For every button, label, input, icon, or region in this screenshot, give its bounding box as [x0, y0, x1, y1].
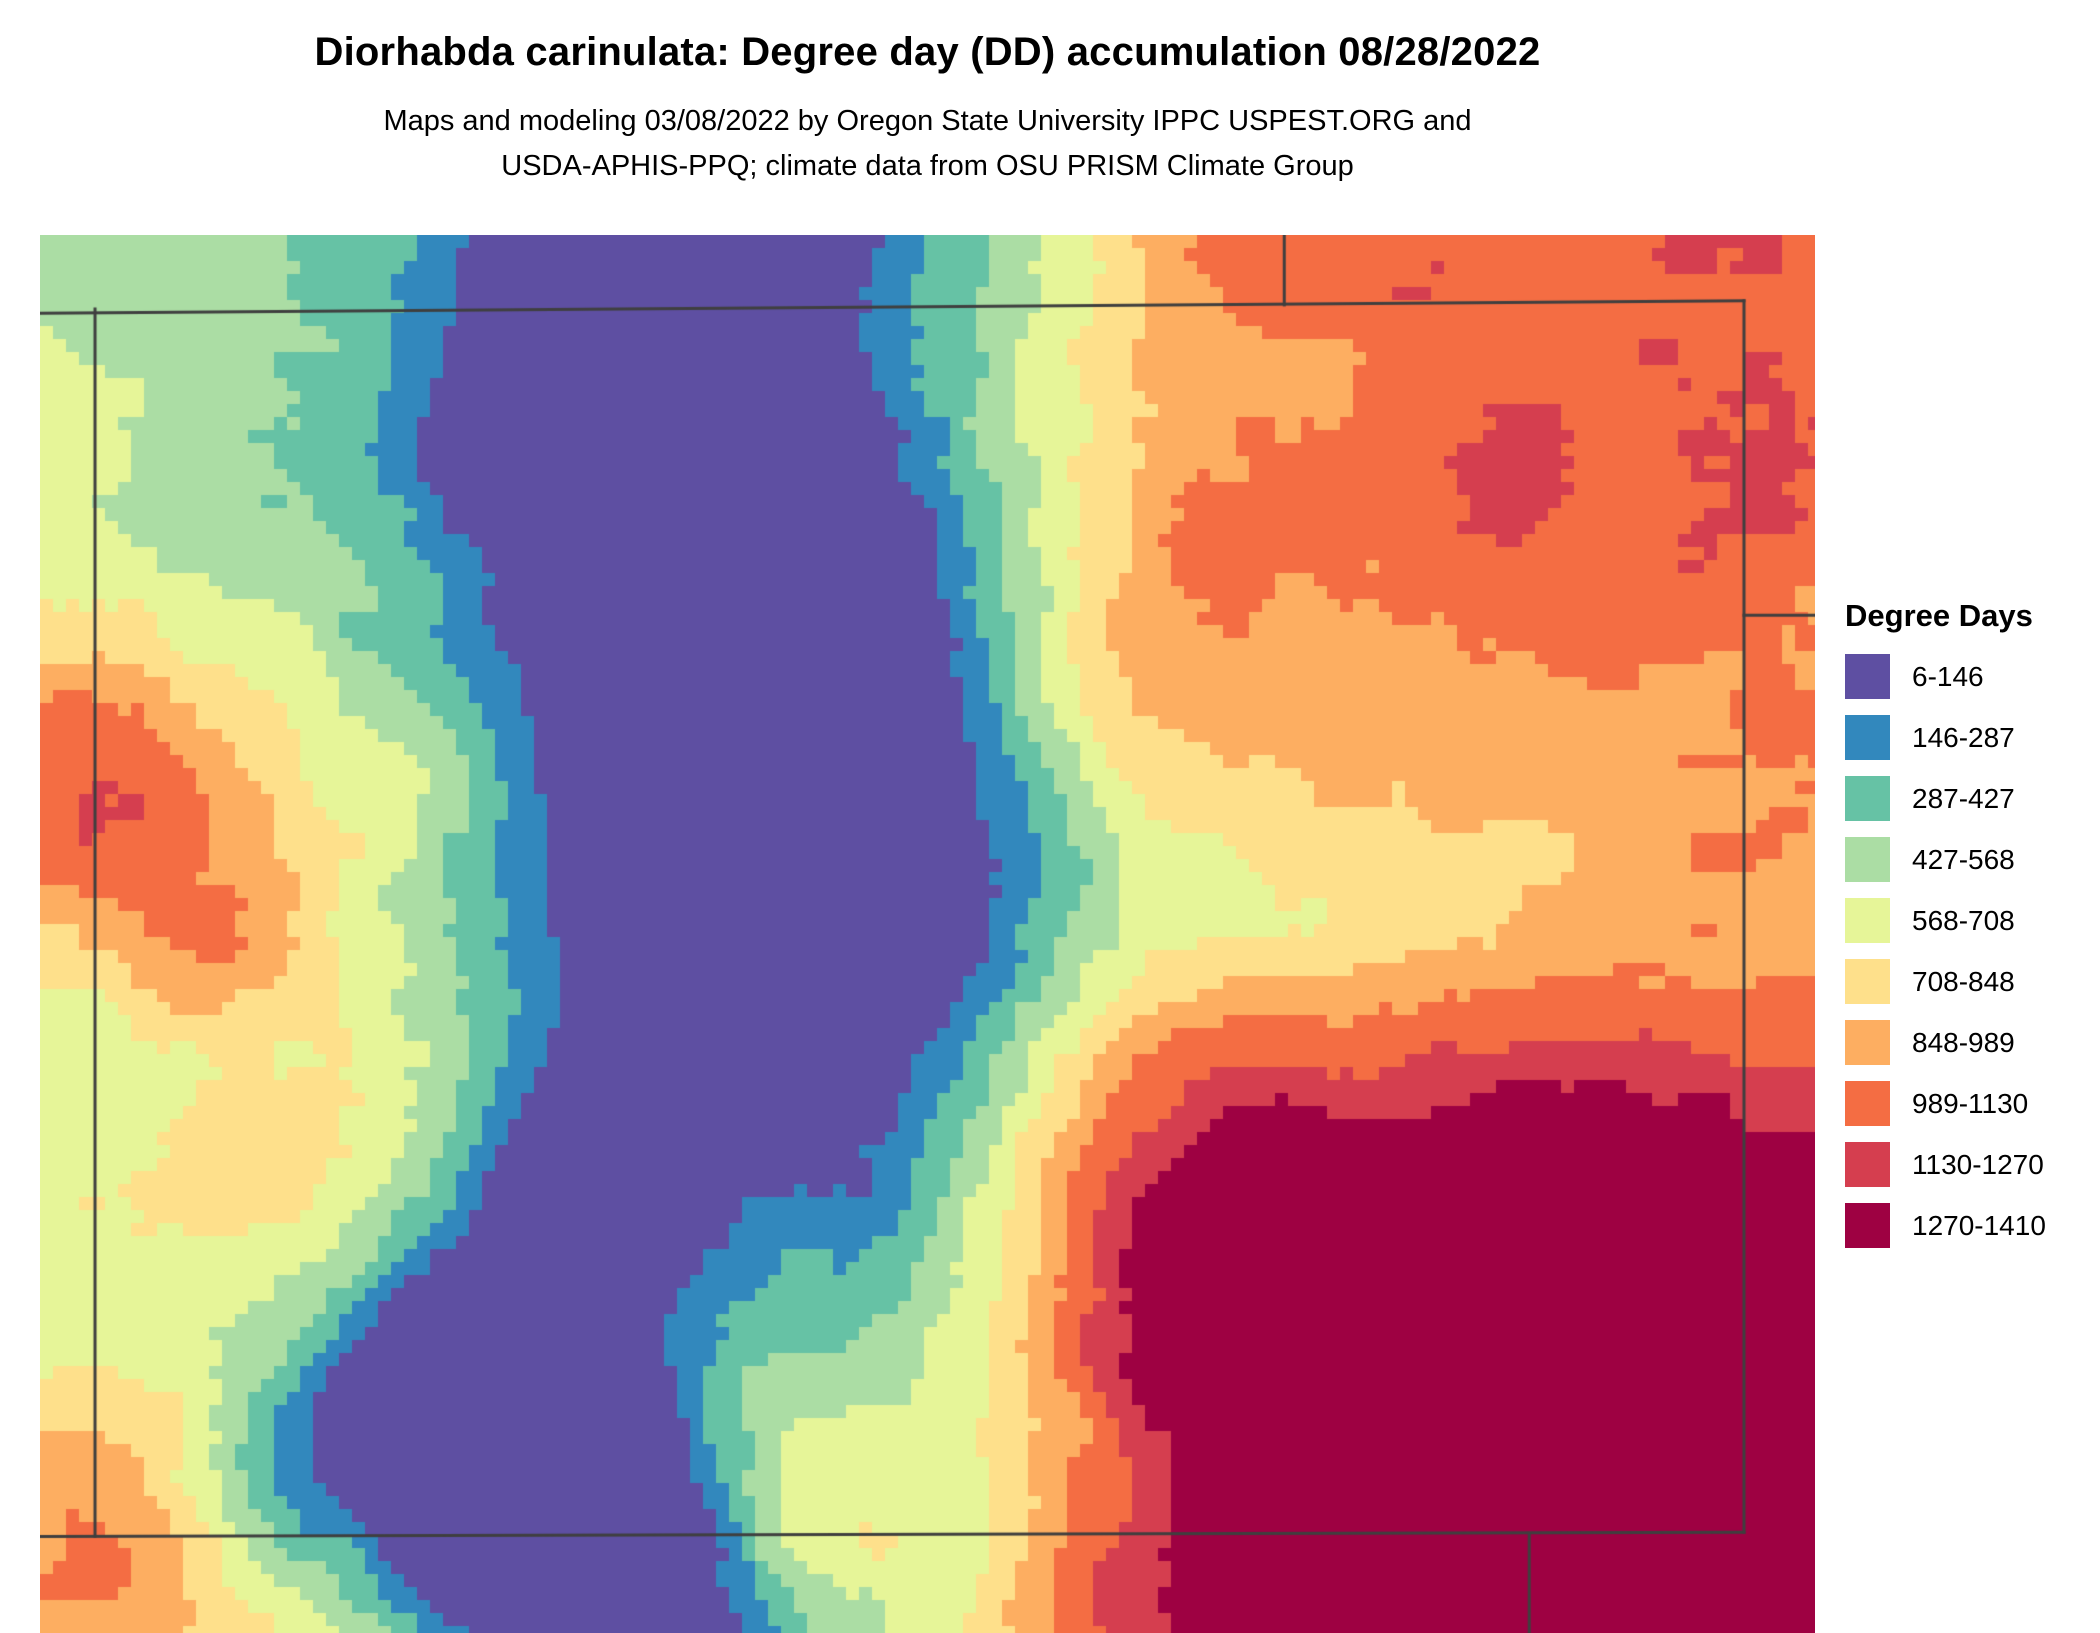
- legend-swatch: [1845, 898, 1890, 943]
- legend-label: 708-848: [1912, 965, 2015, 997]
- legend-row: 1270-1410: [1845, 1203, 2095, 1248]
- degree-day-map: [40, 235, 1815, 1633]
- page-title: Diorhabda carinulata: Degree day (DD) ac…: [314, 30, 1541, 74]
- legend-swatch: [1845, 1020, 1890, 1065]
- legend-label: 427-568: [1912, 843, 2015, 875]
- legend-label: 848-989: [1912, 1026, 2015, 1058]
- legend-row: 146-287: [1845, 715, 2095, 760]
- legend: Degree Days 6-146 146-287 287-427 427-568 56…: [1845, 598, 2095, 1264]
- page-subtitle: Maps and modeling 03/08/2022 by Oregon S…: [40, 99, 1815, 189]
- legend-label: 1130-1270: [1912, 1148, 2044, 1180]
- legend-swatch: [1845, 715, 1890, 760]
- legend-swatch: [1845, 654, 1890, 699]
- legend-label: 1270-1410: [1912, 1209, 2046, 1241]
- legend-swatch: [1845, 1081, 1890, 1126]
- legend-entries: 6-146 146-287 287-427 427-568 568-708 708-848…: [1845, 654, 2095, 1248]
- legend-row: 989-1130: [1845, 1081, 2095, 1126]
- legend-row: 6-146: [1845, 654, 2095, 699]
- legend-row: 568-708: [1845, 898, 2095, 943]
- legend-swatch: [1845, 959, 1890, 1004]
- legend-swatch: [1845, 837, 1890, 882]
- legend-row: 287-427: [1845, 776, 2095, 821]
- legend-label: 568-708: [1912, 904, 2015, 936]
- header: Diorhabda carinulata: Degree day (DD) ac…: [40, 30, 1815, 189]
- page-subtitle-line2: USDA-APHIS-PPQ; climate data from OSU PR…: [501, 149, 1354, 182]
- legend-swatch: [1845, 776, 1890, 821]
- legend-swatch: [1845, 1142, 1890, 1187]
- legend-row: 708-848: [1845, 959, 2095, 1004]
- legend-swatch: [1845, 1203, 1890, 1248]
- legend-label: 989-1130: [1912, 1087, 2029, 1119]
- legend-row: 848-989: [1845, 1020, 2095, 1065]
- legend-row: 427-568: [1845, 837, 2095, 882]
- page-subtitle-line1: Maps and modeling 03/08/2022 by Oregon S…: [383, 105, 1472, 137]
- legend-row: 1130-1270: [1845, 1142, 2095, 1187]
- legend-label: 146-287: [1912, 721, 2015, 753]
- legend-label: 6-146: [1912, 660, 1984, 692]
- legend-label: 287-427: [1912, 782, 2015, 814]
- legend-title: Degree Days: [1845, 598, 2033, 633]
- map-container: [40, 235, 1815, 1633]
